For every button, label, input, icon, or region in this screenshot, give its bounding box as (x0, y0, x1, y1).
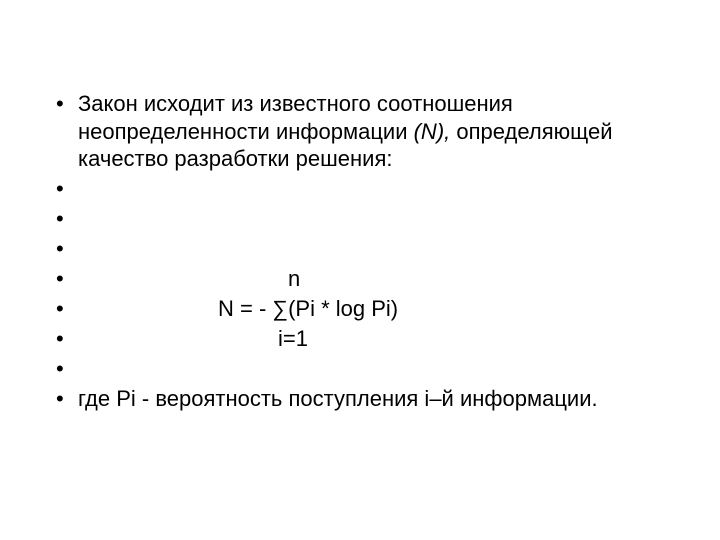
bullet-item-formula: N = - ∑(Pi * log Pi) (78, 295, 670, 323)
formula-main: N = - ∑(Pi * log Pi) (78, 295, 398, 323)
bullet-item: где Pi - вероятность поступления i–й инф… (78, 385, 670, 413)
bullet-item-formula: i=1 (78, 325, 670, 353)
bullet-item-empty (78, 235, 670, 263)
bullet-item: Закон исходит из известного соотношения … (78, 90, 670, 173)
slide-container: Закон исходит из известного соотношения … (0, 0, 720, 540)
bullet-list: Закон исходит из известного соотношения … (50, 90, 670, 413)
bullet-text-italic: (N), (414, 119, 451, 144)
bullet-text-where: где Pi - вероятность поступления i–й инф… (78, 386, 598, 411)
formula-upper-bound: n (78, 265, 300, 293)
formula-lower-bound: i=1 (78, 325, 308, 353)
bullet-item-empty (78, 355, 670, 383)
bullet-item-formula: n (78, 265, 670, 293)
bullet-item-empty (78, 205, 670, 233)
bullet-item-empty (78, 175, 670, 203)
